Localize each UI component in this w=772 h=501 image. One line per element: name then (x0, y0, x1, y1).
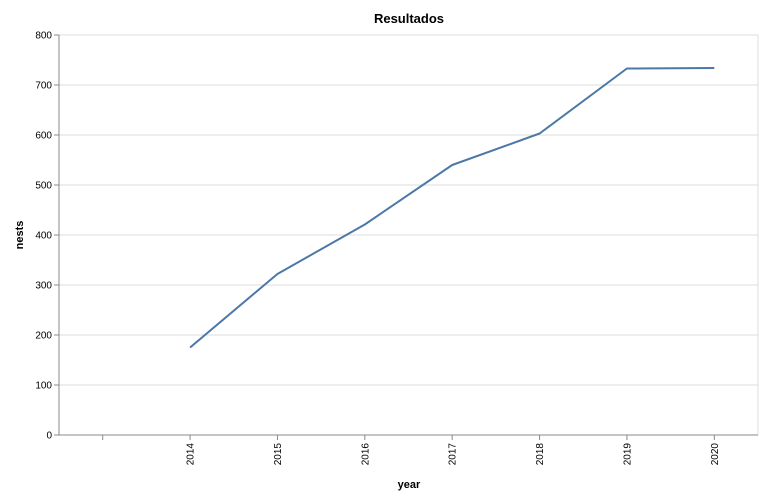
y-tick-label: 0 (46, 431, 52, 442)
x-tick-label: 2019 (622, 443, 633, 466)
grid-lines (59, 34, 759, 436)
y-tick-label: 700 (35, 81, 52, 92)
chart-title: Resultados (374, 11, 444, 26)
series-line (189, 67, 715, 349)
x-axis-title: year (398, 479, 421, 491)
y-tick-label: 200 (35, 331, 52, 342)
y-tick-label: 800 (35, 31, 52, 42)
x-tick-label: 2018 (535, 443, 546, 466)
y-tick-label: 100 (35, 381, 52, 392)
y-tick-label: 500 (35, 181, 52, 192)
x-tick-label: 2016 (360, 443, 371, 466)
y-axis-title: nests (14, 221, 26, 250)
series-layer (189, 67, 715, 349)
x-tick-label: 2017 (448, 443, 459, 466)
axes: 0 100 200 300 400 500 600 700 800 2014 2015 2016 201… (35, 31, 758, 466)
x-tick-label: 2020 (710, 443, 721, 466)
y-tick-label: 300 (35, 281, 52, 292)
y-tick-label: 600 (35, 131, 52, 142)
x-tick-label: 2014 (186, 443, 197, 466)
y-tick-label: 400 (35, 231, 52, 242)
x-tick-label: 2015 (273, 443, 284, 466)
